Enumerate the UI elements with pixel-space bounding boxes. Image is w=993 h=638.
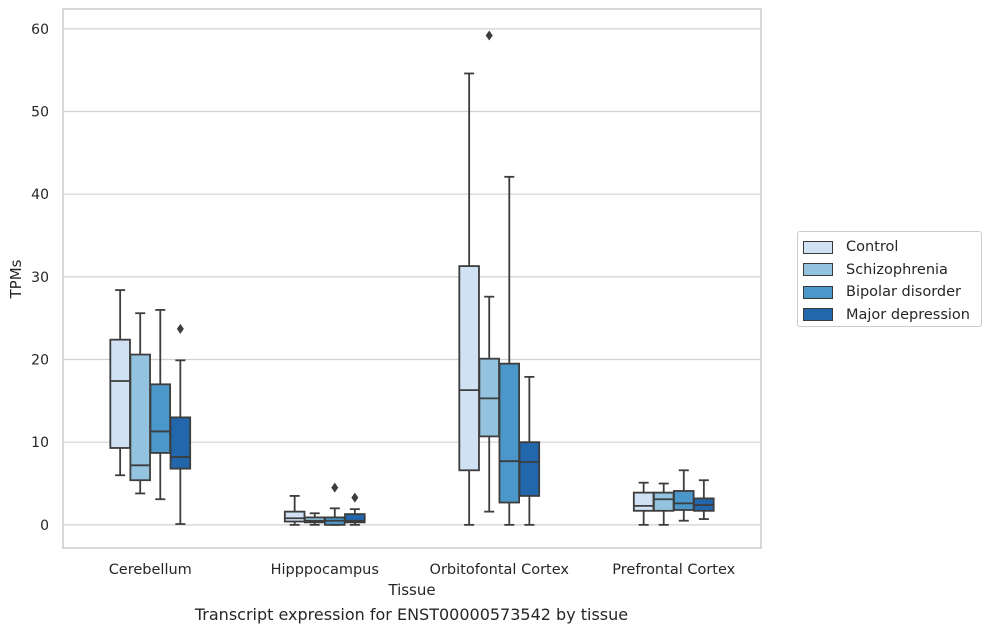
- legend-label-major-depression: Major depression: [846, 306, 970, 323]
- plot-frame: [62, 8, 762, 549]
- y-tick-label: 60: [31, 22, 49, 38]
- box-group: [518, 375, 541, 526]
- box-iqr: [283, 510, 306, 523]
- box-iqr: [632, 491, 655, 512]
- legend-item-major-depression: Major depression: [803, 304, 981, 327]
- legend-item-schizophrenia: Schizophrenia: [803, 259, 981, 282]
- box-group: [652, 482, 675, 526]
- box-iqr: [344, 513, 366, 524]
- legend-item-bipolar-disorder: Bipolar disorder: [803, 281, 981, 304]
- x-tick-label: Cerebellum: [109, 562, 192, 578]
- x-axis-label: Tissue: [387, 581, 435, 599]
- x-tick-label: Orbitofontal Cortex: [430, 562, 570, 578]
- legend-label-control: Control: [846, 239, 899, 256]
- box-group: [109, 289, 131, 477]
- box-group: [344, 492, 366, 526]
- box-iqr: [149, 383, 172, 454]
- chart-caption: Transcript expression for ENST0000057354…: [194, 605, 629, 624]
- box-group: [303, 512, 326, 526]
- legend-swatch-schizophrenia: [803, 263, 833, 277]
- box-group: [149, 309, 172, 501]
- box-iqr: [129, 353, 151, 482]
- box-group: [458, 72, 480, 526]
- box-iqr: [498, 362, 521, 504]
- box-group: [478, 30, 500, 513]
- y-tick-label: 40: [31, 187, 49, 203]
- axis-layer: 0 10 20 30 40 50 60 Cerebellum Hipppocampus Orbit…: [31, 8, 762, 578]
- legend-swatch-control: [803, 240, 833, 254]
- legend-item-control: Control: [803, 236, 981, 259]
- legend: Control Schizophrenia Bipolar disorder M…: [797, 231, 982, 327]
- box-group: [324, 482, 346, 526]
- x-tick-label: Hipppocampus: [271, 562, 379, 578]
- flier-point: [485, 30, 493, 41]
- box-group: [632, 481, 655, 526]
- box-group: [498, 175, 521, 526]
- box-layer: [109, 30, 715, 526]
- box-iqr: [518, 441, 541, 497]
- legend-swatch-bipolar-disorder: [803, 285, 833, 299]
- flier-point: [176, 323, 184, 334]
- y-tick-label: 10: [31, 435, 49, 451]
- box-iqr: [652, 491, 675, 512]
- box-group: [283, 495, 306, 526]
- y-tick-label: 20: [31, 353, 49, 369]
- box-iqr: [109, 338, 131, 449]
- box-group: [673, 469, 695, 522]
- box-group: [129, 312, 151, 495]
- y-tick-label: 0: [40, 518, 49, 534]
- flier-point: [331, 482, 339, 493]
- y-tick-label: 50: [31, 105, 49, 121]
- legend-label-bipolar-disorder: Bipolar disorder: [846, 284, 961, 301]
- box-iqr: [458, 265, 480, 472]
- box-iqr: [169, 416, 192, 470]
- legend-label-schizophrenia: Schizophrenia: [846, 261, 948, 278]
- flier-point: [351, 492, 359, 503]
- y-tick-label: 30: [31, 270, 49, 286]
- x-tick-label: Prefrontal Cortex: [612, 562, 735, 578]
- box-group: [693, 479, 715, 520]
- legend-swatch-major-depression: [803, 308, 833, 322]
- box-iqr: [673, 490, 695, 511]
- box-group: [169, 323, 192, 525]
- y-axis-label: TPMs: [7, 259, 25, 299]
